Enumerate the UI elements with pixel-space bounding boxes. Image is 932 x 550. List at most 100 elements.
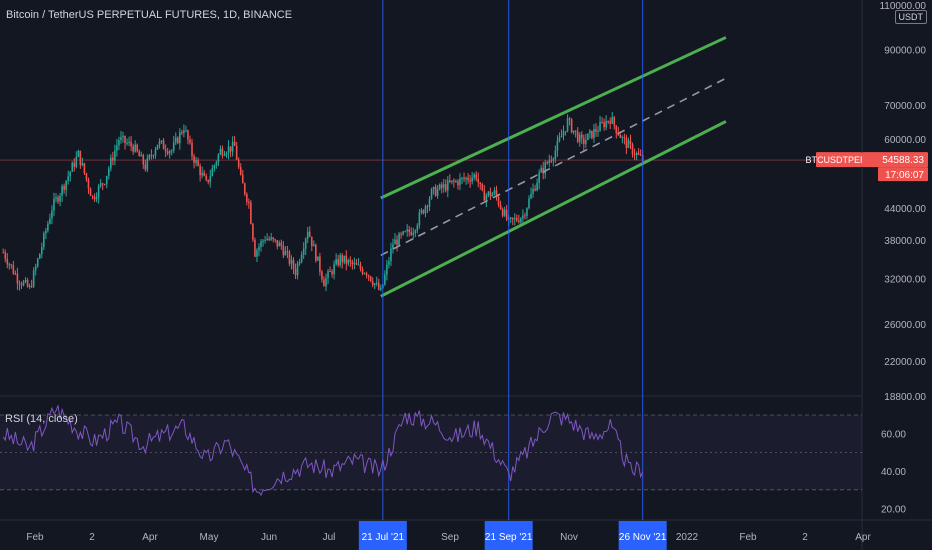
candle-body (26, 280, 29, 287)
candle-body (593, 128, 595, 139)
candle-body (268, 238, 270, 240)
candle-body (410, 232, 413, 235)
candle-body (513, 218, 516, 220)
candle-body (49, 218, 51, 224)
candle-body (16, 273, 19, 284)
candle-body (91, 195, 94, 197)
rsi-line (2, 405, 644, 497)
candle-body (67, 176, 69, 181)
candle-body (524, 215, 526, 217)
countdown-value: 17:06:07 (885, 170, 924, 181)
time-tick-label: Jun (261, 532, 277, 543)
candle-body (225, 153, 228, 155)
candle-body (154, 149, 157, 156)
candle-body (453, 180, 455, 182)
candle-body (162, 140, 165, 150)
candle-body (629, 140, 632, 145)
candle-body (635, 152, 638, 156)
candle-body (260, 241, 262, 247)
time-tick-label: 2 (802, 532, 808, 543)
candle-body (142, 154, 145, 165)
candle-body (388, 261, 390, 265)
candle-body (284, 251, 287, 256)
candle-body (199, 165, 201, 176)
time-tick-label: Apr (142, 532, 158, 543)
candle-body (574, 130, 577, 132)
candle-body (436, 189, 439, 196)
candle-body (556, 140, 559, 151)
candle-body (558, 137, 561, 141)
candle-body (231, 141, 234, 152)
candle-body (637, 152, 640, 155)
candle-body (71, 162, 74, 172)
candle-body (353, 263, 356, 265)
candle-body (264, 240, 266, 242)
candle-body (416, 225, 419, 231)
price-tick-label: 38000.00 (884, 236, 926, 247)
candle-body (528, 198, 530, 209)
candle-body (302, 248, 305, 255)
candle-body (631, 144, 634, 155)
time-tick-label: Sep (441, 532, 459, 543)
candle-body (266, 238, 268, 241)
candle-body (313, 244, 315, 247)
time-tick-label: 2 (89, 532, 95, 543)
candle-body (479, 182, 482, 185)
candle-body (315, 244, 317, 261)
candle-body (223, 154, 226, 156)
candle-body (499, 204, 502, 209)
candle-body (440, 184, 443, 188)
candle-body (493, 190, 496, 194)
candle-body (369, 276, 372, 282)
candle-body (4, 252, 7, 259)
candle-body (20, 284, 23, 286)
candle-body (544, 162, 547, 174)
candle-body (339, 255, 341, 265)
candle-body (38, 253, 41, 259)
candle-body (270, 237, 272, 240)
candle-body (45, 230, 47, 234)
candle-body (310, 236, 313, 247)
candle-body (292, 259, 295, 269)
candle-body (361, 268, 364, 274)
candle-body (103, 184, 106, 186)
currency-badge[interactable]: USDT (894, 10, 927, 24)
candle-body (168, 151, 171, 154)
candle-body (546, 162, 549, 164)
candle-body (34, 266, 37, 271)
candle-body (323, 279, 325, 287)
rsi-label: RSI (14, close) (5, 413, 78, 425)
candle-body (505, 209, 508, 220)
candle-body (97, 186, 100, 198)
countdown-tag (878, 167, 928, 182)
candle-body (576, 131, 579, 142)
candle-body (12, 265, 15, 274)
time-tick-label: May (200, 532, 219, 543)
candle-body (420, 210, 423, 213)
candle-body (262, 240, 264, 242)
candle-body (122, 135, 124, 138)
candle-body (241, 174, 244, 184)
candle-body (118, 140, 120, 146)
candle-body (591, 130, 593, 139)
candle-body (418, 212, 421, 226)
candle-body (384, 274, 386, 285)
candle-body (335, 259, 337, 265)
candle-body (619, 134, 622, 138)
candle-body (124, 135, 126, 144)
candle-body (589, 130, 591, 134)
candle-body (304, 238, 307, 249)
candle-body (487, 191, 490, 196)
candle-body (43, 233, 45, 248)
candle-body (317, 256, 319, 261)
candle-body (554, 150, 557, 159)
candle-body (166, 151, 169, 154)
candle-body (355, 263, 358, 265)
candle-body (538, 172, 540, 183)
candle-body (471, 177, 473, 182)
candle-body (112, 157, 114, 161)
candle-body (174, 137, 177, 143)
candle-body (179, 132, 181, 144)
candle-body (227, 146, 230, 154)
